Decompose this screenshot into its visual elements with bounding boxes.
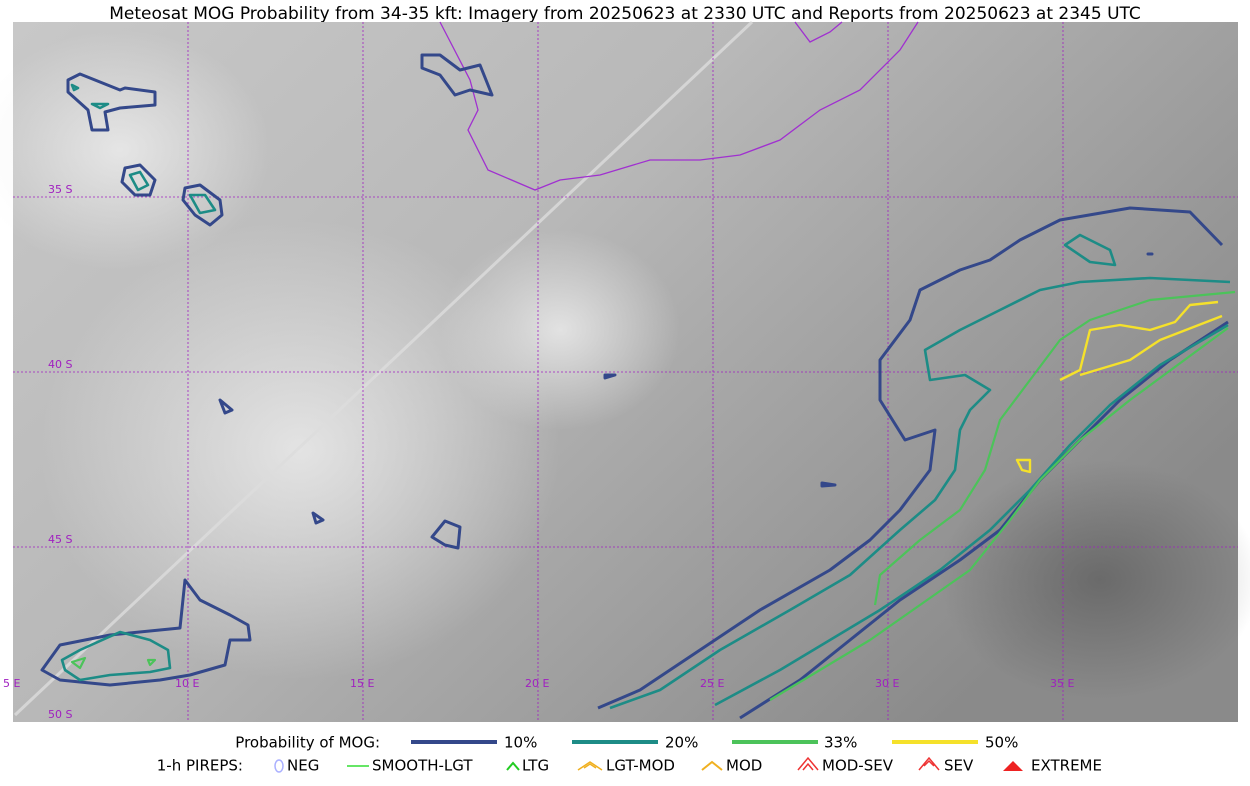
pirep-icon <box>506 761 520 771</box>
pirep-icon <box>577 761 603 771</box>
legend: Probability of MOG: 10% 20% 33% 50% 1-h … <box>157 734 1102 775</box>
pirep-icon <box>918 756 940 771</box>
legend-item: SEV <box>944 757 974 775</box>
lon-label: 10 E <box>175 677 199 690</box>
legend-item: 20% <box>665 734 698 752</box>
pirep-icon <box>701 760 723 771</box>
legend-title: 1-h PIREPS: <box>157 757 243 775</box>
pirep-icon <box>274 759 284 773</box>
legend-item: 33% <box>824 734 857 752</box>
coastline <box>439 21 919 191</box>
grid <box>13 22 1238 722</box>
lat-label: 50 S <box>48 708 72 721</box>
pirep-icon <box>797 756 819 771</box>
lon-labels: 5 E 10 E 15 E 20 E 25 E 30 E 35 E <box>3 677 1074 690</box>
legend-title: Probability of MOG: <box>235 734 380 752</box>
legend-item: LGT-MOD <box>606 757 675 775</box>
lat-label: 40 S <box>48 358 72 371</box>
lon-label: 35 E <box>1050 677 1074 690</box>
lon-label: 15 E <box>350 677 374 690</box>
cloud <box>40 220 560 680</box>
contours <box>40 53 1236 720</box>
lat-label: 35 S <box>48 183 72 196</box>
legend-item: 10% <box>504 734 537 752</box>
lat-labels: 35 S 40 S 45 S 50 S <box>48 183 72 721</box>
dark-area <box>940 460 1250 700</box>
legend-item: SMOOTH-LGT <box>372 757 473 775</box>
legend-item: MOD <box>726 757 762 775</box>
map: 35 S 40 S 45 S 50 S 5 E 10 E 15 E 20 E 2… <box>0 20 1250 722</box>
legend-item: 50% <box>985 734 1018 752</box>
lon-label: 25 E <box>700 677 724 690</box>
cloud <box>440 230 680 430</box>
title: Meteosat MOG Probability from 34-35 kft:… <box>109 4 1141 24</box>
lon-label: 30 E <box>875 677 899 690</box>
lat-label: 45 S <box>48 533 72 546</box>
lon-label: 20 E <box>525 677 549 690</box>
legend-item: LTG <box>522 757 549 775</box>
pirep-icon <box>1003 761 1023 771</box>
lon-label: 5 E <box>3 677 20 690</box>
legend-item: MOD-SEV <box>822 757 894 775</box>
legend-item: NEG <box>287 757 319 775</box>
satellite-track <box>13 20 754 717</box>
legend-item: EXTREME <box>1031 757 1102 775</box>
